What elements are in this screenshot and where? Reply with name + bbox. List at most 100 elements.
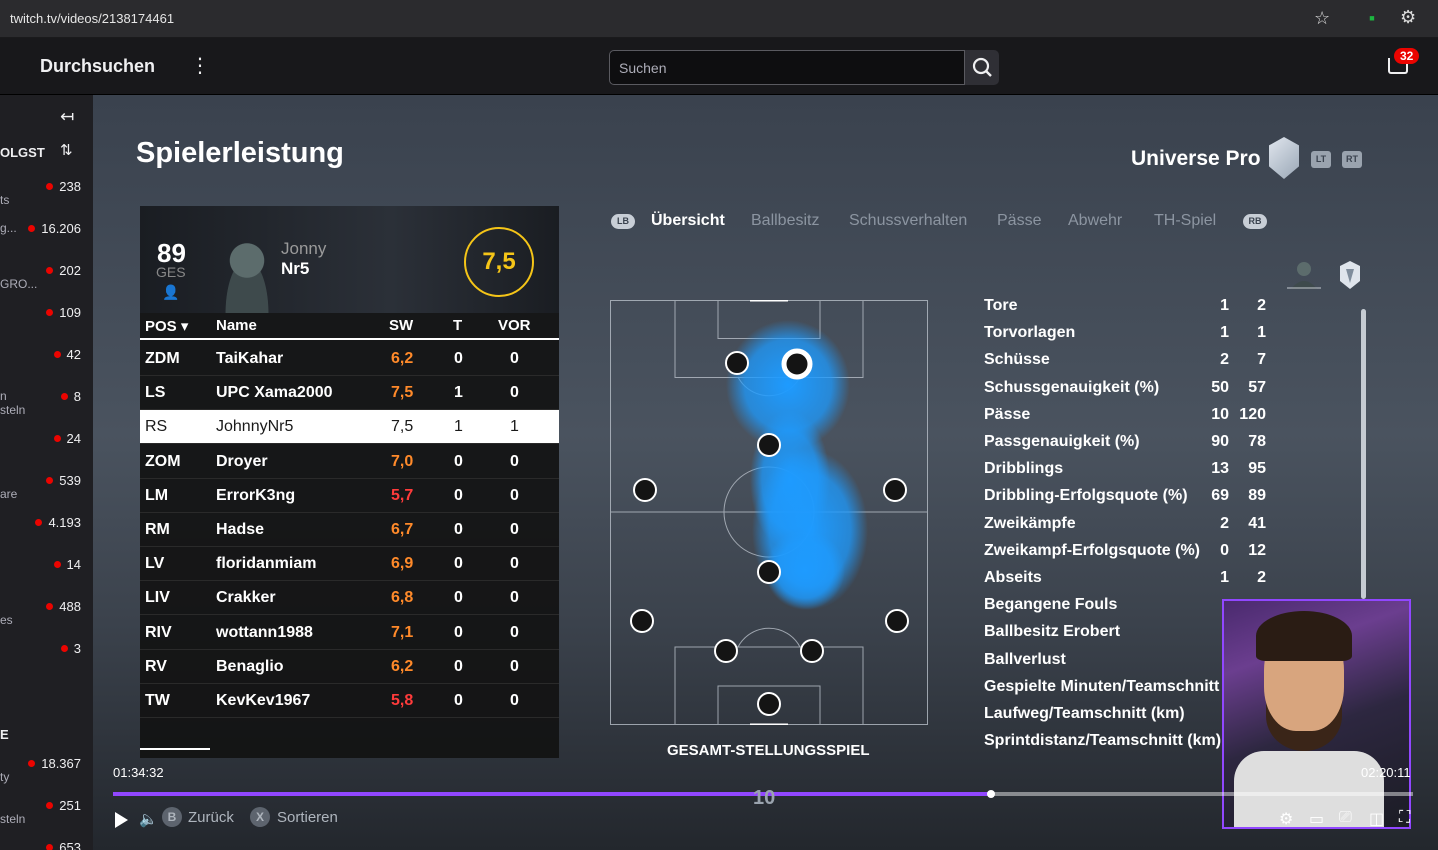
overall-label: GES: [156, 264, 186, 280]
sidebar-channel[interactable]: are: [0, 487, 93, 527]
settings-icon[interactable]: ⚙: [1279, 811, 1294, 828]
heatmap-label: GESAMT-STELLUNGSSPIEL: [667, 742, 870, 759]
cell-t: 0: [454, 486, 463, 504]
table-row[interactable]: TW KevKev1967 5,8 0 0: [140, 684, 559, 718]
player-dot: [757, 433, 781, 457]
table-row[interactable]: RIV wottann1988 7,1 0 0: [140, 616, 559, 650]
x-button-icon: X: [250, 807, 270, 827]
sidebar-channel[interactable]: ty: [0, 770, 93, 810]
roster-panel: 89 GES 👤 Jonny Nr5 7,5 POS ▾ Name SW T V…: [140, 206, 559, 758]
roster-scroll-indicator: [140, 748, 210, 750]
stat-team-value: 78: [1248, 433, 1266, 450]
stat-row: Torvorlagen 1 1: [984, 322, 1344, 349]
channel-name: ty: [0, 770, 10, 784]
stat-row: Begangene Fouls: [984, 594, 1344, 621]
inbox-icon[interactable]: [1388, 58, 1408, 74]
sidebar-channel[interactable]: 238: [0, 179, 93, 219]
cast-icon[interactable]: ▭: [1309, 811, 1325, 828]
sidebar-channel[interactable]: 14: [0, 557, 93, 597]
table-row[interactable]: LIV Crakker 6,8 0 0: [140, 581, 559, 616]
stats-scrollbar[interactable]: [1361, 309, 1366, 599]
extension-icon[interactable]: ■: [1369, 13, 1375, 23]
sidebar-channel[interactable]: 653: [0, 840, 93, 850]
video-player[interactable]: Spielerleistung Universe Pro LT RT 89 GE…: [93, 95, 1438, 850]
search-button[interactable]: [965, 50, 999, 85]
cell-vor: 0: [510, 350, 519, 367]
collapse-sidebar-icon[interactable]: ↤: [60, 107, 75, 126]
cell-sw: 6,2: [391, 657, 414, 675]
address-bar[interactable]: twitch.tv/videos/2138174461: [10, 11, 175, 26]
tab-shooting[interactable]: Schussverhalten: [849, 212, 968, 229]
player-controls: 01:34:32 02:20:11 10 🔈 B Zurück X Sortie…: [93, 755, 1438, 850]
stat-row: Ballbesitz Erobert: [984, 621, 1344, 648]
gear-icon[interactable]: ⚙: [1400, 7, 1417, 27]
sidebar-channel[interactable]: 488: [0, 599, 93, 639]
volume-icon[interactable]: 🔈: [139, 811, 158, 828]
bookmark-star-icon[interactable]: ☆: [1314, 8, 1331, 28]
tab-defense[interactable]: Abwehr: [1068, 212, 1123, 229]
channel-name: es: [0, 613, 13, 627]
play-icon[interactable]: [115, 812, 128, 828]
sidebar-channel[interactable]: 24: [0, 431, 93, 471]
player-last-name: Nr5: [281, 259, 310, 278]
viewer-count: 18.367: [28, 756, 81, 771]
sidebar-channel[interactable]: es: [0, 613, 93, 653]
sidebar-channel[interactable]: ts: [0, 193, 93, 233]
sidebar-channel[interactable]: 539: [0, 473, 93, 513]
seek-handle[interactable]: [986, 790, 995, 798]
player-dot: [725, 351, 749, 375]
sidebar-channel[interactable]: g... 16.206: [0, 221, 93, 261]
cell-vor: 0: [510, 692, 519, 709]
stat-team-value: 2: [1257, 569, 1266, 586]
browse-link[interactable]: Durchsuchen: [40, 56, 156, 76]
stat-player-value: 1: [1220, 569, 1229, 586]
cell-sw: 5,8: [391, 692, 414, 709]
cell-pos: TW: [145, 692, 170, 709]
sidebar-channel[interactable]: 18.367: [0, 756, 93, 796]
seek-bar[interactable]: [113, 790, 1413, 798]
player-dot: [885, 609, 909, 633]
cell-t: 0: [454, 452, 463, 470]
table-row[interactable]: LM ErrorK3ng 5,7 0 0: [140, 479, 559, 513]
sidebar-channel[interactable]: 4.193: [0, 515, 93, 555]
table-row[interactable]: LS UPC Xama2000 7,5 1 0: [140, 376, 559, 411]
clip-icon[interactable]: ⎚: [1339, 809, 1352, 826]
sidebar-channel[interactable]: 3: [0, 641, 93, 681]
sidebar-channel[interactable]: steln: [0, 403, 93, 443]
table-row[interactable]: ZOM Droyer 7,0 0 0: [140, 445, 559, 479]
sidebar-channel[interactable]: GRO...: [0, 277, 93, 317]
stat-label: Passgenauigkeit (%): [984, 433, 1140, 450]
stat-player-value: 13: [1211, 460, 1229, 478]
cell-pos: LS: [145, 384, 166, 402]
stat-row: Sprintdistanz/Teamschnitt (km): [984, 730, 1344, 757]
search-input[interactable]: Suchen: [609, 50, 965, 85]
theatre-mode-icon[interactable]: ◫: [1369, 811, 1385, 828]
col-name: Name: [216, 317, 257, 334]
table-row[interactable]: ZDM TaiKahar 6,2 0 0: [140, 342, 559, 376]
table-row[interactable]: RM Hadse 6,7 0 0: [140, 513, 559, 547]
channel-name: g...: [0, 221, 17, 235]
tab-overview[interactable]: Übersicht: [651, 212, 725, 229]
sort-icon[interactable]: ⇅: [60, 142, 73, 159]
stat-team-value: 89: [1248, 487, 1266, 505]
table-row[interactable]: LV floridanmiam 6,9 0 0: [140, 547, 559, 582]
fullscreen-icon[interactable]: ⛶: [1399, 809, 1411, 826]
table-row[interactable]: RS JohnnyNr5 7,5 1 1: [140, 410, 559, 445]
tab-goalkeeper[interactable]: TH-Spiel: [1154, 212, 1217, 229]
sidebar-channel[interactable]: 109: [0, 305, 93, 345]
sidebar-channel[interactable]: 42: [0, 347, 93, 387]
sidebar-channel[interactable]: steln: [0, 812, 93, 850]
cell-name: Benaglio: [216, 657, 284, 675]
lb-button: LB: [611, 214, 635, 229]
table-row[interactable]: RV Benaglio 6,2 0 0: [140, 650, 559, 684]
rt-button: RT: [1342, 151, 1362, 168]
tab-passes[interactable]: Pässe: [997, 212, 1042, 229]
tab-possession[interactable]: Ballbesitz: [751, 212, 820, 229]
sidebar-channel[interactable]: 202: [0, 263, 93, 303]
stat-row: Zweikämpfe 2 41: [984, 513, 1344, 540]
stat-row: Laufweg/Teamschnitt (km): [984, 703, 1344, 730]
sidebar-channel[interactable]: 251: [0, 798, 93, 838]
more-menu-icon[interactable]: ⋮: [190, 55, 210, 77]
cell-sw: 5,7: [391, 486, 414, 504]
